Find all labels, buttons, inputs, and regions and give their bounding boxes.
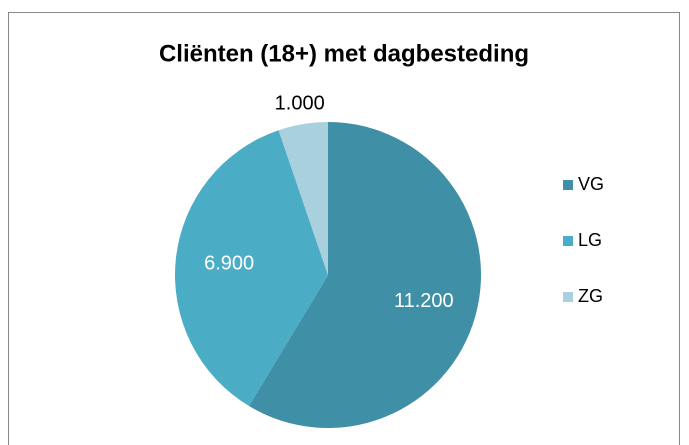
pie-slice [248, 122, 482, 428]
legend-label: LG [578, 230, 602, 250]
legend-label: ZG [578, 286, 603, 306]
legend-swatch [563, 236, 573, 246]
legend-swatch [563, 180, 573, 190]
pie-slice [278, 122, 328, 275]
pie-slice [174, 130, 328, 407]
data-label: 11.200 [394, 290, 454, 312]
legend-label: VG [578, 174, 604, 194]
data-label: 6.900 [204, 253, 254, 275]
legend-swatch [563, 292, 573, 302]
chart-title: Cliënten (18+) met dagbesteding [159, 40, 529, 67]
data-label: 1.000 [275, 93, 325, 115]
